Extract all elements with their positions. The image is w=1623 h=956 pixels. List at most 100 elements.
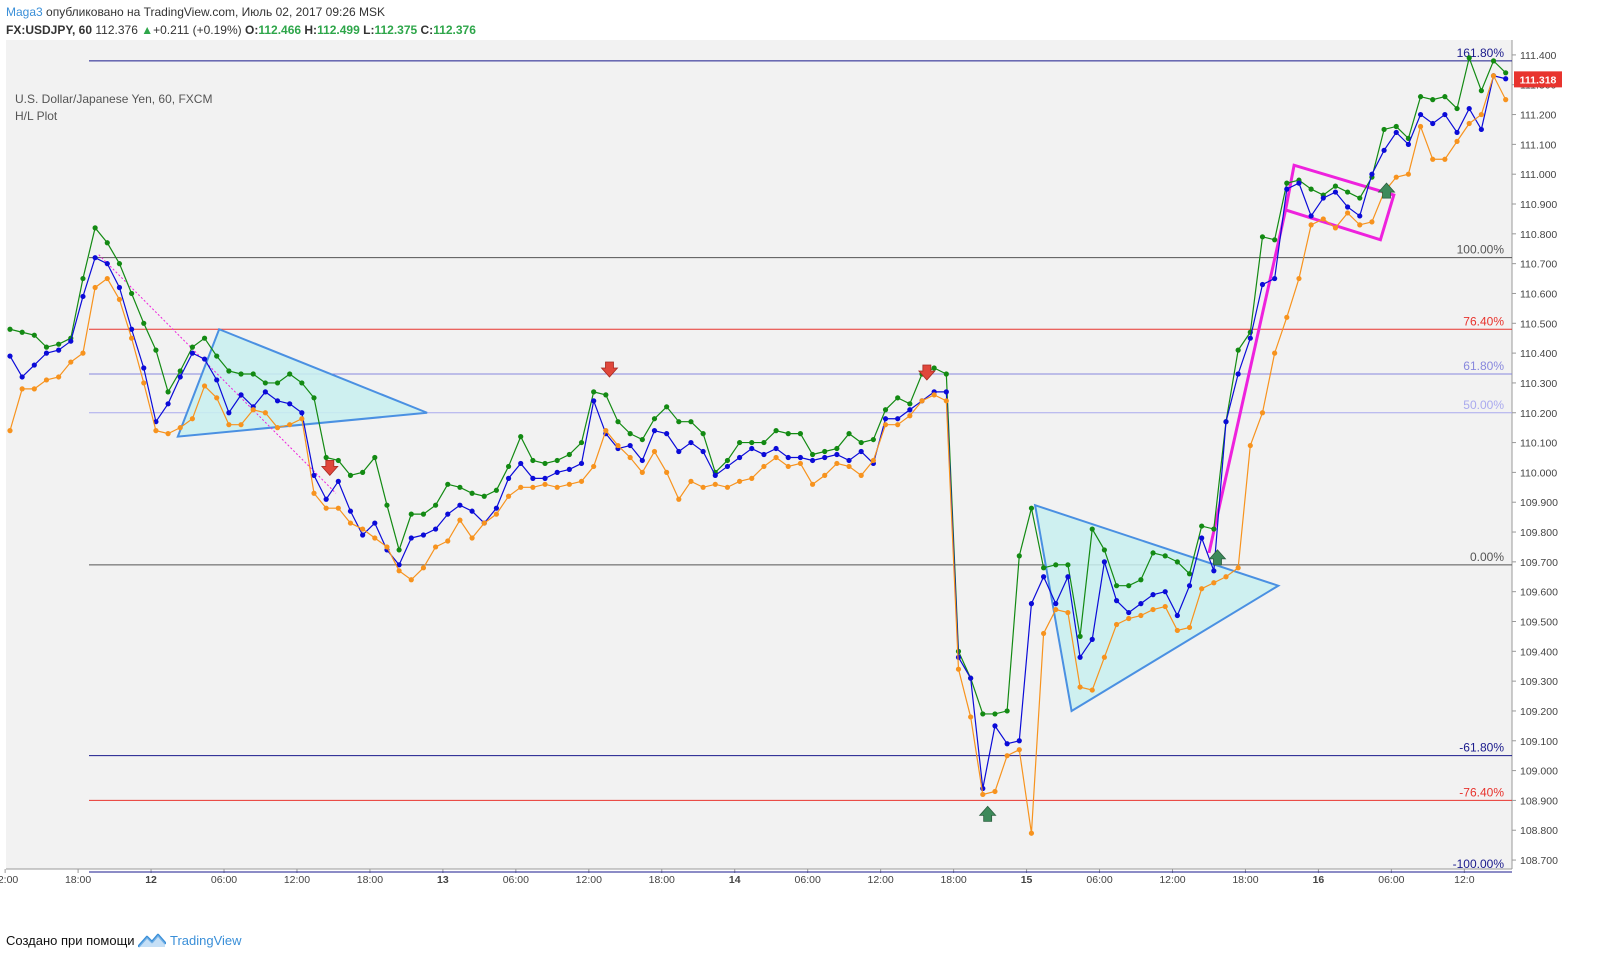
point-high: [566, 451, 572, 458]
point-close: [287, 401, 293, 407]
point-high: [408, 511, 414, 517]
price-tick-label: 111.400: [1520, 50, 1557, 62]
point-high: [1138, 577, 1144, 583]
point-close: [445, 511, 451, 517]
point-high: [323, 454, 329, 461]
point-close: [1259, 281, 1266, 288]
point-high: [19, 329, 25, 335]
fib-level-label: -100.00%: [1453, 857, 1505, 871]
point-low: [445, 538, 451, 544]
point-high: [311, 395, 317, 401]
author-link[interactable]: Maga3: [6, 5, 43, 19]
point-close: [688, 439, 694, 446]
point-low: [591, 463, 597, 470]
point-high: [761, 439, 767, 446]
point-close: [943, 389, 949, 395]
point-close: [761, 451, 767, 458]
point-low: [323, 505, 329, 511]
point-low: [1405, 171, 1411, 177]
chart-area[interactable]: 111.400111.300111.200111.100111.000110.9…: [0, 40, 1623, 925]
point-close: [1308, 213, 1314, 219]
point-high: [724, 457, 731, 464]
point-close: [542, 475, 548, 481]
point-low: [19, 386, 25, 392]
up-arrow-icon: ▲: [141, 23, 154, 37]
point-low: [31, 386, 37, 392]
time-tick-label: 18:00: [649, 874, 675, 886]
point-low: [1223, 574, 1229, 580]
point-high: [1442, 94, 1448, 100]
point-low: [834, 460, 840, 467]
point-close: [1478, 126, 1484, 133]
fib-level-label: 161.80%: [1457, 46, 1505, 60]
point-close: [347, 508, 354, 514]
point-high: [1053, 562, 1059, 568]
time-tick-label: 06:00: [211, 874, 237, 886]
point-low: [955, 666, 962, 672]
point-low: [1503, 97, 1509, 103]
point-low: [1053, 606, 1059, 613]
point-close: [737, 454, 743, 461]
point-high: [846, 431, 852, 437]
point-close: [1357, 213, 1363, 219]
point-close: [469, 508, 475, 514]
point-close: [724, 463, 731, 470]
point-high: [299, 380, 305, 386]
point-high: [129, 290, 135, 297]
tradingview-link[interactable]: TradingView: [170, 933, 242, 948]
time-tick-label: 06:00: [795, 874, 821, 886]
price-tick-label: 111.200: [1520, 110, 1557, 122]
point-close: [1199, 535, 1205, 541]
price-tick-label: 108.800: [1520, 825, 1558, 837]
price-tick-label: 110.300: [1520, 378, 1557, 390]
point-high: [907, 401, 913, 407]
point-close: [1150, 592, 1156, 598]
point-high: [1284, 180, 1290, 186]
time-tick-label: 18:00: [1232, 874, 1258, 886]
up-arrow-icon: [1377, 182, 1396, 199]
point-low: [1466, 120, 1472, 127]
price-tick-label: 110.900: [1520, 199, 1557, 211]
point-high: [1417, 94, 1424, 100]
point-low: [1259, 410, 1266, 416]
dotted-trendline: [98, 254, 337, 494]
close-value: 112.376: [433, 23, 476, 37]
point-low: [1199, 586, 1205, 592]
point-close: [530, 475, 536, 481]
point-low: [1430, 156, 1436, 162]
point-close: [1113, 598, 1120, 604]
point-low: [372, 535, 378, 541]
point-high: [7, 326, 13, 332]
price-tick-label: 109.500: [1520, 616, 1558, 628]
point-close: [420, 532, 427, 538]
symbol-description: U.S. Dollar/Japanese Yen, 60, FXCM: [15, 92, 213, 106]
created-with-text: Создано при помощи: [6, 933, 135, 948]
point-low: [274, 425, 281, 431]
point-high: [1016, 553, 1022, 559]
point-high: [895, 395, 901, 401]
point-high: [603, 392, 609, 398]
point-low: [165, 431, 171, 437]
point-high: [189, 344, 195, 350]
point-high: [700, 431, 706, 437]
point-high: [116, 261, 123, 267]
indicator-label: H/L Plot: [15, 109, 58, 123]
point-close: [1272, 275, 1278, 282]
point-high: [1077, 633, 1083, 640]
price-chart[interactable]: 111.400111.300111.200111.100111.000110.9…: [0, 40, 1623, 925]
point-low: [1417, 123, 1424, 130]
point-low: [542, 481, 548, 487]
point-close: [968, 675, 974, 681]
point-low: [1454, 138, 1460, 144]
high-label: H:: [304, 23, 318, 37]
point-low: [396, 568, 402, 574]
point-low: [68, 359, 74, 365]
point-high: [1126, 583, 1132, 589]
time-tick-label: 12:00: [284, 874, 310, 886]
point-high: [1113, 583, 1120, 589]
price-change: +0.211 (+0.19%): [153, 23, 242, 37]
point-high: [676, 419, 682, 425]
point-close: [360, 532, 366, 538]
point-low: [1332, 225, 1339, 231]
point-high: [688, 419, 694, 425]
